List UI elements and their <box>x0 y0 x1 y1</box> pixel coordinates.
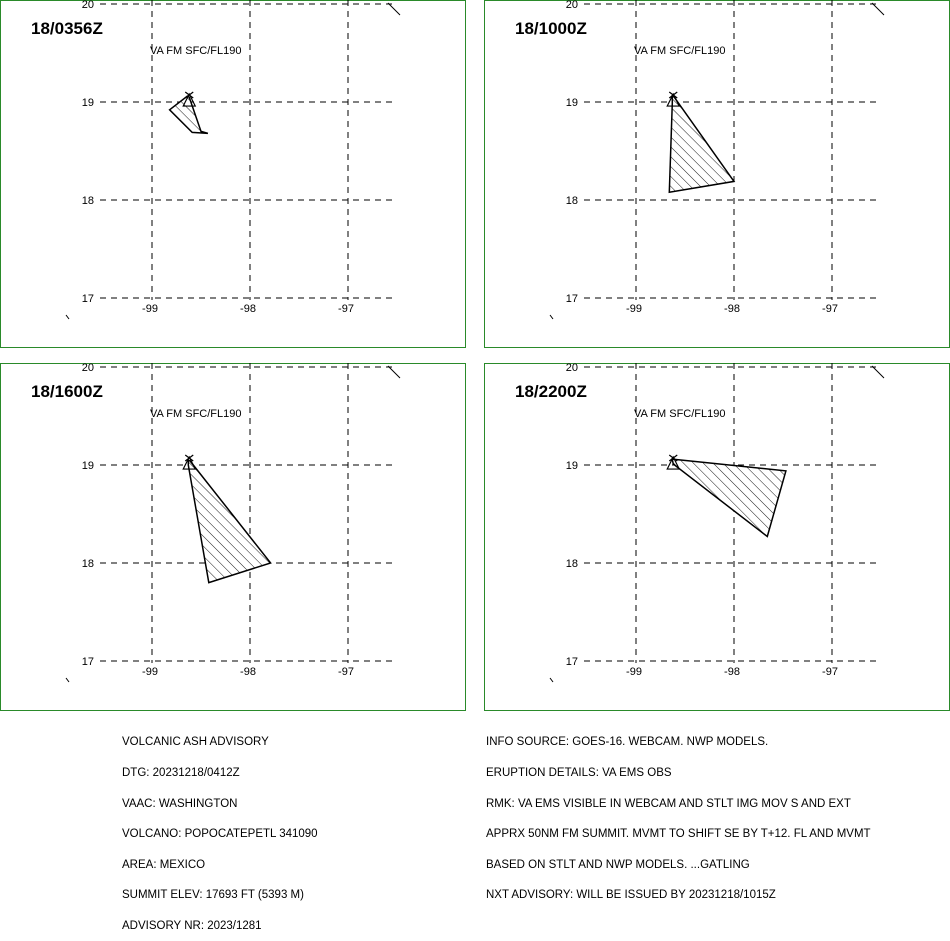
advisory-number: ADVISORY NR: 2023/1281 <box>122 919 262 932</box>
lon-label: -98 <box>724 303 740 315</box>
lat-label: 19 <box>566 97 578 109</box>
ash-layer-label: VA FM SFC/FL190 <box>634 45 726 57</box>
lon-label: -99 <box>142 666 158 678</box>
forecast-time: 18/1600Z <box>31 382 103 401</box>
lon-label: -99 <box>626 666 642 678</box>
volcano-icon <box>182 454 197 470</box>
advisory-dtg: DTG: 20231218/0412Z <box>122 767 240 779</box>
advisory-volcano: VOLCANO: POPOCATEPETL 341090 <box>122 828 318 841</box>
lat-label: 20 <box>566 0 578 11</box>
lat-label: 18 <box>566 195 578 207</box>
lon-label: -97 <box>822 303 838 315</box>
lat-label: 17 <box>82 656 94 668</box>
lon-label: -98 <box>724 666 740 678</box>
forecast-time: 18/1000Z <box>515 19 587 38</box>
lat-label: 20 <box>82 363 94 374</box>
coastline-fragment <box>387 2 401 16</box>
lat-label: 19 <box>566 460 578 472</box>
map-panel-2: 20 19 18 17 -99 -98 -97 18/1000Z VA FM SFC/FL190 <box>484 0 950 348</box>
lon-label: -98 <box>240 666 256 678</box>
ash-cloud-polygon <box>187 458 272 584</box>
ash-layer-label: VA FM SFC/FL190 <box>150 408 242 420</box>
lat-label: 18 <box>82 558 94 570</box>
advisory-area: AREA: MEXICO <box>122 858 206 871</box>
coastline-fragment <box>549 677 554 683</box>
panel-frame <box>0 0 466 348</box>
coastline-fragment <box>871 365 885 379</box>
forecast-time: 18/0356Z <box>31 19 103 38</box>
panel-frame <box>0 363 466 711</box>
advisory-remarks-3: BASED ON STLT AND NWP MODELS. ...GATLING <box>486 858 750 871</box>
advisory-remarks-2: APPRX 50NM FM SUMMIT. MVMT TO SHIFT SE B… <box>486 828 871 841</box>
lon-label: -98 <box>240 303 256 315</box>
lat-label: 20 <box>566 363 578 374</box>
map-panel-1: 20 19 18 17 -99 -98 -97 18/0356Z VA FM SFC/FL190 <box>0 0 466 348</box>
lat-label: 18 <box>566 558 578 570</box>
ash-layer-label: VA FM SFC/FL190 <box>634 408 726 420</box>
advisory-summit-elev: SUMMIT ELEV: 17693 FT (5393 M) <box>122 889 304 902</box>
coastline-fragment <box>871 2 885 16</box>
advisory-info-source: INFO SOURCE: GOES-16. WEBCAM. NWP MODELS… <box>486 736 769 749</box>
advisory-remarks-1: RMK: VA EMS VISIBLE IN WEBCAM AND STLT I… <box>486 797 851 810</box>
ash-cloud-polygon <box>671 458 787 538</box>
lat-label: 19 <box>82 97 94 109</box>
advisory-vaac: VAAC: WASHINGTON <box>122 797 238 810</box>
coastline-fragment <box>387 365 401 379</box>
coastline-fragment <box>65 677 70 683</box>
lat-label: 18 <box>82 195 94 207</box>
map-panel-3: 20 19 18 17 -99 -98 -97 18/1600Z VA FM SFC/FL190 <box>0 363 466 711</box>
advisory-eruption-details: ERUPTION DETAILS: VA EMS OBS <box>486 767 672 779</box>
lat-label: 17 <box>566 656 578 668</box>
lon-label: -97 <box>338 303 354 315</box>
advisory-header-block: VOLCANIC ASH ADVISORY DTG: 20231218/0412… <box>122 717 318 941</box>
lat-label: 17 <box>82 293 94 305</box>
forecast-time: 18/2200Z <box>515 382 587 401</box>
map-panel-4: 20 19 18 17 -99 -98 -97 18/2200Z VA FM SFC/FL190 <box>484 363 950 711</box>
coastline-fragment <box>549 314 554 320</box>
advisory-title: VOLCANIC ASH ADVISORY <box>122 736 269 749</box>
advisory-details-block: INFO SOURCE: GOES-16. WEBCAM. NWP MODELS… <box>486 717 871 911</box>
ash-cloud-polygon <box>668 94 736 194</box>
coastline-fragment <box>65 314 70 320</box>
lat-label: 20 <box>82 0 94 11</box>
volcano-icon <box>666 91 681 107</box>
ash-cloud-polygon <box>168 95 209 135</box>
lat-label: 17 <box>566 293 578 305</box>
ash-layer-label: VA FM SFC/FL190 <box>150 45 242 57</box>
lon-label: -99 <box>142 303 158 315</box>
lon-label: -97 <box>822 666 838 678</box>
lon-label: -97 <box>338 666 354 678</box>
lon-label: -99 <box>626 303 642 315</box>
advisory-next-advisory: NXT ADVISORY: WILL BE ISSUED BY 20231218… <box>486 889 776 902</box>
volcano-icon <box>666 454 681 470</box>
volcano-icon <box>182 91 197 107</box>
lat-label: 19 <box>82 460 94 472</box>
